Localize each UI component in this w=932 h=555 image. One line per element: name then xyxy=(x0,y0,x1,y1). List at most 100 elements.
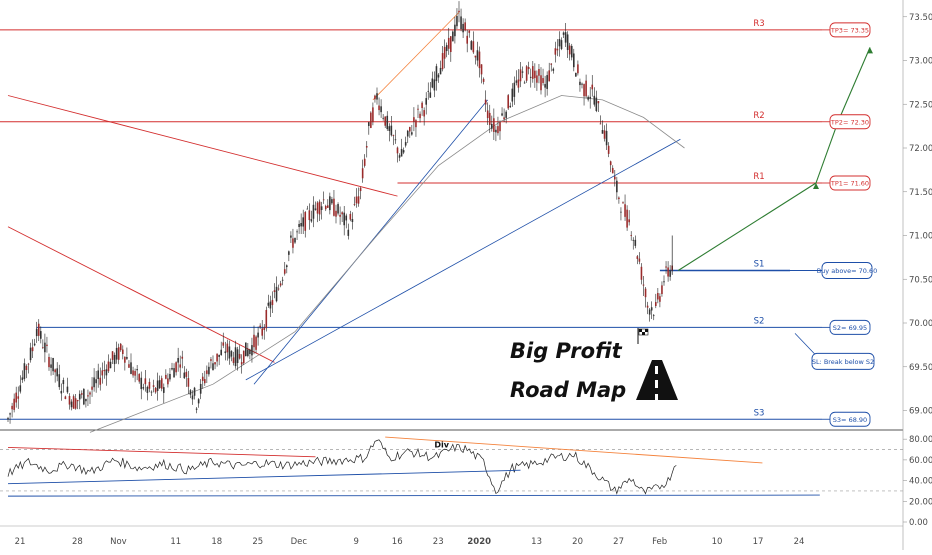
candle-body xyxy=(454,24,456,37)
candle-body xyxy=(279,283,282,286)
candle-body xyxy=(425,98,427,105)
candle-body xyxy=(249,349,251,354)
candle-body xyxy=(117,347,120,360)
candle-body xyxy=(37,323,40,336)
candle-body xyxy=(185,371,188,377)
road-icon-stripe xyxy=(655,380,658,388)
candle-body xyxy=(115,347,118,360)
candle-body xyxy=(103,369,106,372)
candle-body xyxy=(312,204,315,219)
candle-body xyxy=(663,281,665,283)
time-tick-label: Feb xyxy=(652,537,667,547)
candle-body xyxy=(357,196,360,204)
candle-body xyxy=(17,396,20,399)
candle-body xyxy=(341,212,343,215)
candle-body xyxy=(40,331,42,339)
candle-body xyxy=(404,142,407,146)
checkered-flag-outline xyxy=(638,328,649,336)
candle-body xyxy=(593,95,596,105)
candle-body xyxy=(562,32,565,35)
price-tick-label: 73.50 xyxy=(909,13,932,23)
candle-body xyxy=(329,196,331,211)
candle-body xyxy=(616,180,618,193)
candle-body xyxy=(78,393,81,400)
candle-body xyxy=(429,92,432,98)
time-tick-label: 16 xyxy=(392,537,403,547)
time-tick-label: 11 xyxy=(170,537,181,547)
level-label-s3: S3 xyxy=(754,408,765,418)
candle-body xyxy=(628,219,630,223)
candle-body xyxy=(105,369,108,376)
candle-body xyxy=(466,35,468,44)
candle-body xyxy=(11,405,13,410)
candle-body xyxy=(646,305,649,308)
projection-arrowhead xyxy=(867,47,873,54)
candle-body xyxy=(183,372,186,379)
candle-body xyxy=(144,378,147,385)
time-tick-label: 21 xyxy=(15,537,26,547)
level-label-s1: S1 xyxy=(754,260,765,270)
candle-body xyxy=(368,122,370,127)
candle-body xyxy=(296,231,298,233)
price-tick-label: 69.00 xyxy=(909,407,932,417)
candle-body xyxy=(597,101,600,104)
candle-body xyxy=(365,146,368,148)
candle-body xyxy=(419,113,421,119)
rsi-orange-divergence-line xyxy=(385,436,763,464)
candle-body xyxy=(591,84,594,90)
checkered-flag-icon xyxy=(645,329,648,332)
candle-body xyxy=(558,39,561,47)
callout-stop-loss-box xyxy=(811,352,875,370)
candle-body xyxy=(503,117,505,120)
candle-body xyxy=(564,32,567,43)
time-tick-label: 10 xyxy=(712,537,723,547)
rsi-blue-trendline-upper xyxy=(7,469,521,485)
time-tick-label: 23 xyxy=(433,537,444,547)
candle-body xyxy=(107,361,110,372)
candle-body xyxy=(124,356,126,363)
candle-body xyxy=(392,135,395,136)
candle-body xyxy=(87,395,89,397)
price-tick-label: 70.50 xyxy=(909,275,932,285)
candle-body xyxy=(618,197,620,200)
candle-body xyxy=(29,347,32,361)
candle-body xyxy=(566,34,569,50)
candle-body xyxy=(636,256,639,259)
rsi-tick-label: 40.00 xyxy=(909,477,932,487)
level-label-r3: R3 xyxy=(753,19,764,29)
candle-body xyxy=(339,214,341,217)
road-icon-stripe xyxy=(655,394,658,400)
candle-body xyxy=(230,351,233,357)
candle-body xyxy=(394,139,397,141)
candle-body xyxy=(644,288,647,298)
candle-body xyxy=(540,75,542,91)
projection-arrow-segment xyxy=(815,121,839,184)
candle-body xyxy=(638,258,641,262)
candle-body xyxy=(93,377,95,388)
candle-body xyxy=(283,269,286,274)
level-label-s2: S2 xyxy=(754,316,765,326)
rsi-blue-trendline-lower xyxy=(7,494,820,497)
candle-body xyxy=(415,120,417,128)
candle-body xyxy=(95,379,97,384)
candle-body xyxy=(9,413,11,415)
candle-body xyxy=(189,390,192,395)
candle-body xyxy=(437,74,440,78)
candle-body xyxy=(253,334,255,348)
candle-body xyxy=(532,66,534,79)
candle-body xyxy=(201,376,204,381)
candle-body xyxy=(630,235,632,236)
candle-body xyxy=(587,96,589,100)
time-tick-label: 27 xyxy=(613,537,624,547)
candle-body xyxy=(58,374,61,388)
candle-body xyxy=(154,387,157,393)
candle-body xyxy=(552,68,555,71)
candle-body xyxy=(443,46,446,59)
candle-body xyxy=(634,239,637,246)
candle-body xyxy=(163,387,165,393)
candle-body xyxy=(222,342,225,346)
candle-body xyxy=(119,343,122,351)
candle-body xyxy=(109,361,112,369)
candle-body xyxy=(238,353,241,359)
time-tick-label: 20 xyxy=(572,537,583,547)
